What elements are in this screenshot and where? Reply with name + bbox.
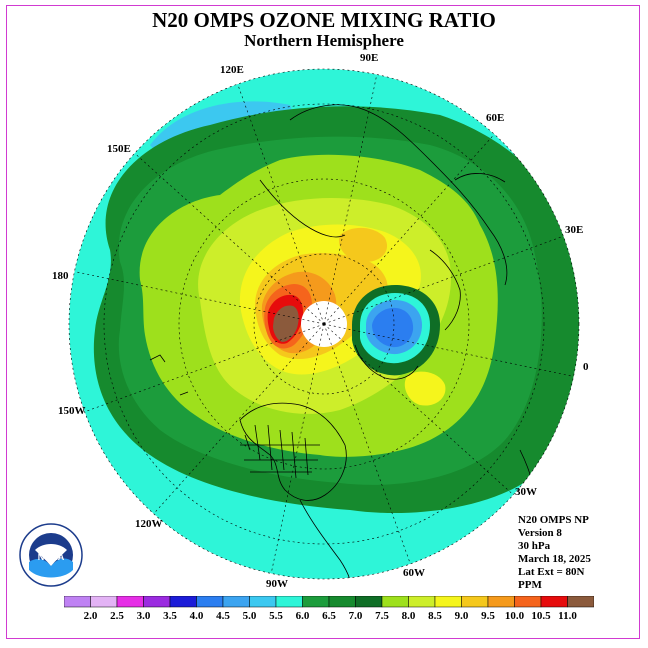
band-9-0-patch (339, 227, 388, 262)
graticule (69, 69, 579, 579)
colorbar-label: 10.5 (531, 610, 551, 622)
colorbar-label: 8.5 (428, 610, 442, 622)
colorbar-label: 6.5 (322, 610, 336, 622)
lon-label-30e: 30E (565, 224, 583, 236)
colorbar-swatch (540, 596, 568, 608)
info-product: N20 OMPS NP (518, 514, 589, 526)
colorbar: 2.0 2.5 3.0 3.5 4.0 4.5 5.0 5.5 6.0 6.5 7.0 7.5 8.0 8… (64, 596, 594, 622)
lon-label-120w: 120W (135, 518, 163, 530)
lon-label-120e: 120E (220, 64, 244, 76)
longitude-labels: 120E 90E 60E 150E 30E 180 0 150W 30W 120… (52, 52, 589, 590)
ozone-field (69, 69, 579, 579)
colorbar-swatch (222, 596, 250, 608)
colorbar-label: 6.0 (296, 610, 310, 622)
colorbar-swatches (64, 596, 594, 608)
figure-frame (6, 5, 640, 639)
info-lat-ext: Lat Ext = 80N (518, 566, 585, 578)
band-8-5-patch (404, 371, 446, 406)
colorbar-label: 4.5 (216, 610, 230, 622)
lon-label-0: 0 (583, 361, 589, 373)
page-title: N20 OMPS OZONE MIXING RATIO (152, 8, 496, 32)
colorbar-label: 7.5 (375, 610, 389, 622)
lon-label-150e: 150E (107, 143, 131, 155)
colorbar-swatch (249, 596, 277, 608)
globe-edge (68, 68, 580, 580)
colorbar-label: 2.5 (110, 610, 124, 622)
colorbar-swatch (143, 596, 171, 608)
colorbar-label: 3.5 (163, 610, 177, 622)
colorbar-label: 3.0 (137, 610, 151, 622)
colorbar-swatch (567, 596, 594, 608)
colorbar-swatch (64, 596, 91, 608)
info-version: Version 8 (518, 527, 562, 539)
colorbar-swatch (408, 596, 436, 608)
colorbar-label: 2.0 (84, 610, 98, 622)
colorbar-label: 9.5 (481, 610, 495, 622)
lon-label-60w: 60W (403, 567, 425, 579)
page-subtitle: Northern Hemisphere (244, 31, 404, 50)
lon-label-180: 180 (52, 270, 69, 282)
colorbar-label: 8.0 (402, 610, 416, 622)
colorbar-label: 5.5 (269, 610, 283, 622)
info-level: 30 hPa (518, 540, 551, 552)
lon-label-90w: 90W (266, 578, 288, 590)
colorbar-swatch (328, 596, 356, 608)
lon-label-60e: 60E (486, 112, 504, 124)
band-4-5-low (372, 307, 414, 348)
lon-label-30w: 30W (515, 486, 537, 498)
colorbar-swatch (487, 596, 515, 608)
colorbar-label: 7.0 (349, 610, 363, 622)
product-info: N20 OMPS NP Version 8 30 hPa March 18, 2… (518, 514, 591, 592)
lon-label-150w: 150W (58, 405, 86, 417)
colorbar-swatch (461, 596, 489, 608)
colorbar-swatch (381, 596, 409, 608)
colorbar-swatch (275, 596, 303, 608)
lon-label-90e: 90E (360, 52, 378, 64)
colorbar-swatch (514, 596, 542, 608)
colorbar-swatch (434, 596, 462, 608)
colorbar-swatch (196, 596, 224, 608)
colorbar-label: 4.0 (190, 610, 204, 622)
colorbar-swatch (116, 596, 144, 608)
colorbar-label: 10.0 (505, 610, 525, 622)
colorbar-swatch (90, 596, 118, 608)
colorbar-label: 5.0 (243, 610, 257, 622)
colorbar-swatch (302, 596, 330, 608)
logo-text: NOAA (38, 552, 65, 562)
noaa-logo: NOAA (19, 523, 83, 587)
colorbar-label: 11.0 (558, 610, 577, 622)
info-units: PPM (518, 579, 542, 591)
colorbar-swatch (169, 596, 197, 608)
colorbar-labels: 2.0 2.5 3.0 3.5 4.0 4.5 5.0 5.5 6.0 6.5 7.0 7.5 8.0 8… (84, 610, 578, 622)
coastlines (149, 104, 537, 579)
colorbar-label: 9.0 (455, 610, 469, 622)
info-date: March 18, 2025 (518, 553, 591, 565)
colorbar-swatch (355, 596, 383, 608)
